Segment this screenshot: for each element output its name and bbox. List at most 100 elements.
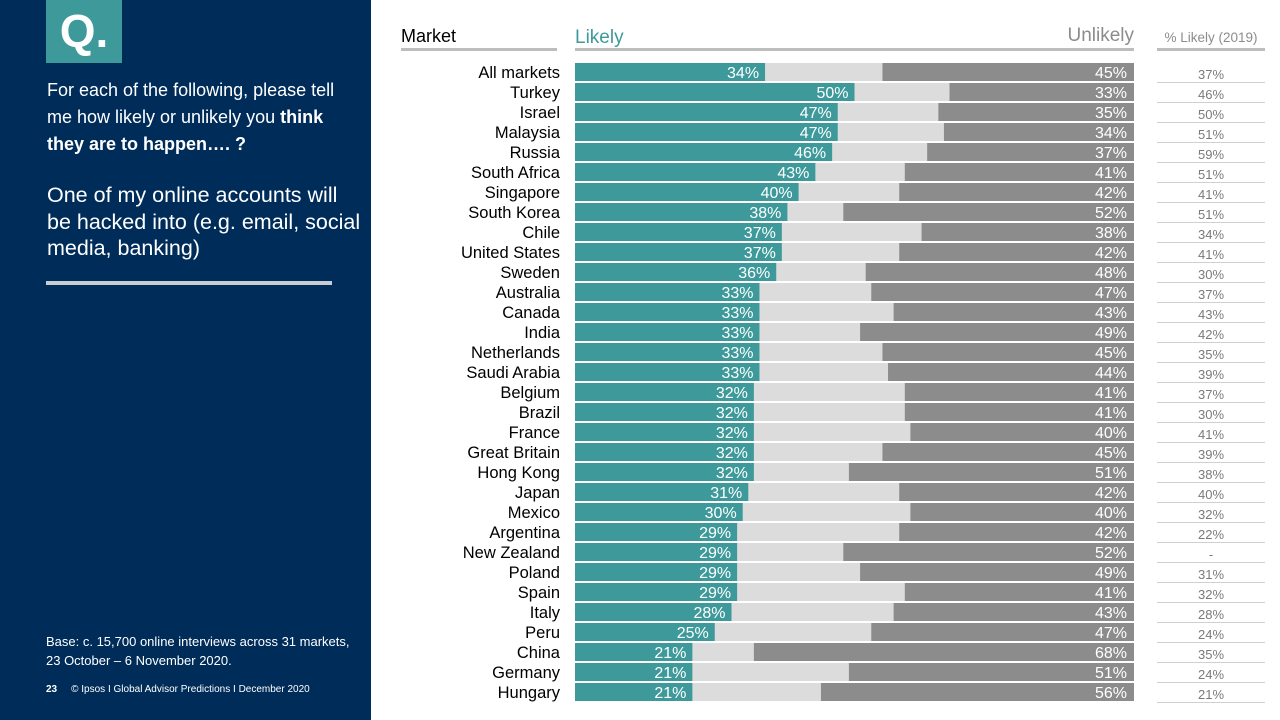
unlikely-value-label: 45% xyxy=(1095,445,1127,462)
market-label: Argentina xyxy=(489,524,560,542)
unlikely-value-label: 37% xyxy=(1095,145,1127,162)
prior-value-label: 46% xyxy=(1198,87,1224,102)
bar-unlikely xyxy=(865,263,1134,281)
market-label: United States xyxy=(461,244,560,262)
likely-value-label: 21% xyxy=(654,665,686,682)
bar-unlikely xyxy=(882,343,1134,361)
bar-unlikely xyxy=(921,223,1134,241)
unlikely-value-label: 42% xyxy=(1095,525,1127,542)
bar-unlikely xyxy=(899,483,1134,501)
likely-value-label: 32% xyxy=(716,465,748,482)
bar-likely xyxy=(575,623,715,641)
question-plain: For each of the following, please tell m… xyxy=(47,80,335,127)
unlikely-value-label: 47% xyxy=(1095,625,1127,642)
market-label: Belgium xyxy=(500,384,560,402)
bar-unlikely xyxy=(927,143,1134,161)
bar-likely xyxy=(575,303,760,321)
likely-value-label: 32% xyxy=(716,385,748,402)
likely-value-label: 33% xyxy=(721,285,753,302)
prior-row-rule xyxy=(1157,542,1265,543)
sidebar-panel: Q. For each of the following, please tel… xyxy=(0,0,371,720)
prior-value-label: 42% xyxy=(1198,327,1224,342)
unlikely-value-label: 38% xyxy=(1095,225,1127,242)
unlikely-value-label: 40% xyxy=(1095,425,1127,442)
unlikely-value-label: 41% xyxy=(1095,405,1127,422)
bar-unlikely xyxy=(893,303,1134,321)
likely-value-label: 21% xyxy=(654,645,686,662)
prior-row-rule xyxy=(1157,582,1265,583)
unlikely-value-label: 44% xyxy=(1095,365,1127,382)
bar-likely xyxy=(575,263,777,281)
unlikely-value-label: 51% xyxy=(1095,465,1127,482)
unlikely-value-label: 49% xyxy=(1095,325,1127,342)
market-label: Russia xyxy=(510,144,561,162)
bar-unlikely xyxy=(904,383,1134,401)
bar-likely xyxy=(575,663,693,681)
unlikely-value-label: 47% xyxy=(1095,285,1127,302)
likely-value-label: 29% xyxy=(699,525,731,542)
likely-value-label: 37% xyxy=(744,225,776,242)
bar-likely xyxy=(575,523,738,541)
unlikely-value-label: 45% xyxy=(1095,65,1127,82)
bar-unlikely xyxy=(943,123,1134,141)
prior-value-label: 28% xyxy=(1198,607,1224,622)
prior-row-rule xyxy=(1157,382,1265,383)
prior-row-rule xyxy=(1157,122,1265,123)
prior-row-rule xyxy=(1157,322,1265,323)
likely-value-label: 32% xyxy=(716,445,748,462)
prior-row-rule xyxy=(1157,262,1265,263)
bar-unlikely xyxy=(848,463,1134,481)
prior-value-label: 34% xyxy=(1198,227,1224,242)
market-label: Hong Kong xyxy=(477,464,560,482)
bar-unlikely xyxy=(848,663,1134,681)
bar-unlikely xyxy=(871,623,1134,641)
prior-row-rule xyxy=(1157,682,1265,683)
prior-value-label: 43% xyxy=(1198,307,1224,322)
likely-value-label: 43% xyxy=(777,165,809,182)
prior-value-label: 41% xyxy=(1198,187,1224,202)
bar-unlikely xyxy=(882,63,1134,81)
bar-unlikely xyxy=(904,583,1134,601)
market-label: France xyxy=(509,424,560,442)
prior-row-rule xyxy=(1157,702,1265,703)
bar-likely xyxy=(575,563,738,581)
bar-unlikely xyxy=(888,363,1134,381)
likely-value-label: 34% xyxy=(727,65,759,82)
prior-row-rule xyxy=(1157,422,1265,423)
unlikely-value-label: 34% xyxy=(1095,125,1127,142)
likely-value-label: 47% xyxy=(800,125,832,142)
bar-unlikely xyxy=(860,323,1134,341)
unlikely-value-label: 40% xyxy=(1095,505,1127,522)
market-label: Great Britain xyxy=(467,444,560,462)
sidebar-divider xyxy=(46,281,332,285)
prior-value-label: 38% xyxy=(1198,467,1224,482)
unlikely-value-label: 52% xyxy=(1095,545,1127,562)
header-prior-rule xyxy=(1157,48,1265,51)
likely-value-label: 33% xyxy=(721,305,753,322)
bar-unlikely xyxy=(860,563,1134,581)
prior-row-rule xyxy=(1157,282,1265,283)
prior-row-rule xyxy=(1157,502,1265,503)
likely-value-label: 32% xyxy=(716,425,748,442)
bar-likely xyxy=(575,123,838,141)
prior-value-label: - xyxy=(1209,547,1213,562)
prior-value-label: 37% xyxy=(1198,287,1224,302)
market-label: Mexico xyxy=(508,504,560,522)
prior-row-rule xyxy=(1157,222,1265,223)
prior-row-rule xyxy=(1157,142,1265,143)
bar-unlikely xyxy=(893,603,1134,621)
prior-row-rule xyxy=(1157,462,1265,463)
bar-unlikely xyxy=(843,203,1134,221)
unlikely-value-label: 42% xyxy=(1095,185,1127,202)
market-label: Peru xyxy=(525,624,560,642)
prior-row-rule xyxy=(1157,602,1265,603)
unlikely-value-label: 68% xyxy=(1095,645,1127,662)
prior-value-label: 41% xyxy=(1198,427,1224,442)
market-label: South Africa xyxy=(471,164,561,182)
prior-value-label: 39% xyxy=(1198,367,1224,382)
market-label: Hungary xyxy=(498,684,561,702)
unlikely-value-label: 41% xyxy=(1095,585,1127,602)
market-label: Sweden xyxy=(500,264,560,282)
likely-value-label: 28% xyxy=(693,605,725,622)
bar-likely xyxy=(575,203,788,221)
